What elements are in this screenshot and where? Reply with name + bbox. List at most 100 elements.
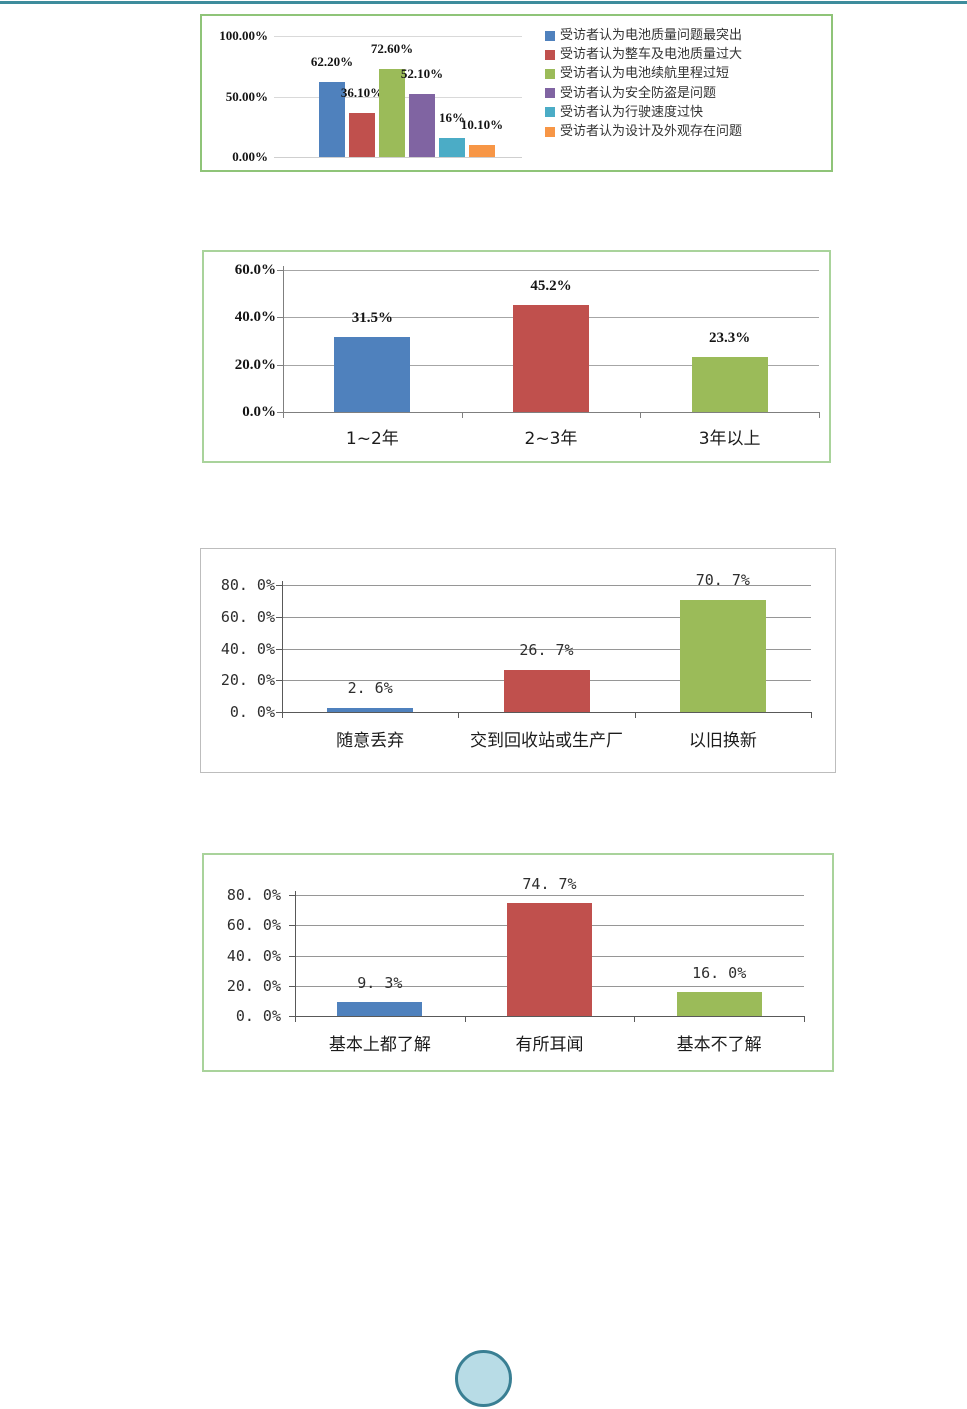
chart-battery-replacement-cycle: 0.0% 20.0% 40.0% 60.0% 31.5% 1~2年 45.2% 2~3年 23.…: [202, 250, 831, 463]
y-axis-tick-label: 0.0%: [242, 404, 276, 420]
bar: [319, 81, 345, 157]
legend-swatch: [545, 126, 555, 137]
bar: [337, 1001, 423, 1016]
x-axis-tick: [283, 412, 284, 418]
y-axis-tick: [289, 925, 295, 927]
bar: [503, 669, 590, 712]
legend-item: 受访者认为电池质量问题最突出: [545, 28, 742, 43]
y-axis-tick: [289, 1016, 295, 1017]
y-axis-tick-label: 40.0%: [234, 309, 276, 326]
x-axis-category-label: 2~3年: [524, 429, 578, 449]
y-axis-tick-label: 20. 0%: [220, 671, 275, 690]
x-axis-category-label: 以旧换新: [688, 731, 757, 751]
x-axis-tick: [464, 1016, 466, 1022]
y-axis-tick-label: 20. 0%: [226, 976, 281, 995]
bar-value-label: 10.10%: [460, 116, 504, 132]
bar-value-label: 52.10%: [400, 65, 444, 81]
y-axis-tick-label: 40. 0%: [226, 946, 281, 965]
x-axis-tick: [634, 712, 636, 718]
bar-value-label: 45.2%: [530, 278, 572, 295]
bar: [327, 707, 414, 712]
y-axis-tick: [277, 364, 283, 366]
legend-swatch: [545, 88, 555, 99]
chart-recycling-policy-awareness: 0. 0% 20. 0% 40. 0% 60. 0% 80. 0% 9. 3% 基本上都了解…: [202, 853, 834, 1072]
bar-value-label: 9. 3%: [357, 973, 403, 992]
x-axis-tick: [461, 412, 463, 418]
x-axis-line: [295, 1016, 804, 1017]
x-axis-tick: [811, 712, 812, 718]
y-axis-line: [283, 266, 284, 418]
gridline: [282, 616, 811, 618]
gridline: [283, 270, 819, 271]
legend-swatch: [545, 49, 555, 60]
bar-value-label: 74. 7%: [522, 875, 577, 894]
y-axis-tick-label: 100.00%: [219, 28, 268, 43]
page-number-bubble: [455, 1350, 512, 1407]
y-axis-tick: [276, 712, 282, 713]
y-axis-line: [282, 581, 283, 718]
legend-item: 受访者认为行驶速度过快: [545, 105, 703, 120]
y-axis-tick: [276, 616, 282, 618]
y-axis-tick: [289, 955, 295, 957]
bar: [676, 991, 762, 1016]
bar-value-label: 62.20%: [310, 53, 354, 69]
page-top-border: [0, 1, 967, 4]
legend-label: 受访者认为安全防盗是问题: [560, 85, 717, 101]
y-axis-tick-label: 0. 0%: [229, 703, 275, 721]
x-axis-tick: [804, 1016, 805, 1022]
bar-value-label: 36.10%: [340, 85, 384, 101]
legend-item: 受访者认为整车及电池质量过大: [545, 47, 742, 62]
legend-label: 受访者认为设计及外观存在问题: [560, 124, 743, 139]
gridline: [295, 895, 804, 896]
x-axis-line: [274, 157, 522, 158]
x-axis-tick: [634, 1016, 636, 1022]
legend-swatch: [545, 30, 555, 41]
bar-value-label: 72.60%: [370, 41, 414, 57]
x-axis-tick: [295, 1016, 296, 1022]
x-axis-tick: [282, 712, 283, 718]
x-axis-category-label: 交到回收站或生产厂: [470, 731, 623, 751]
x-axis-tick: [640, 412, 642, 418]
bar: [507, 903, 592, 1016]
bar: [334, 337, 411, 412]
y-axis-tick: [277, 317, 283, 319]
y-axis-tick-label: 50.00%: [225, 88, 268, 104]
y-axis-tick: [289, 895, 295, 896]
gridline: [282, 648, 811, 650]
bar-value-label: 70. 7%: [695, 570, 750, 589]
y-axis-tick-label: 0. 0%: [235, 1007, 281, 1025]
legend-item: 受访者认为安全防盗是问题: [545, 86, 716, 101]
x-axis-category-label: 有所耳闻: [515, 1035, 584, 1055]
y-axis-tick: [289, 985, 295, 987]
x-axis-category-label: 3年以上: [698, 429, 761, 449]
legend-swatch: [545, 107, 555, 118]
legend-label: 受访者认为整车及电池质量过大: [560, 47, 743, 63]
x-axis-line: [282, 712, 811, 713]
x-axis-line: [283, 412, 819, 413]
y-axis-tick-label: 80. 0%: [226, 886, 281, 904]
x-axis-category-label: 1~2年: [345, 429, 399, 449]
bar: [349, 113, 375, 157]
chart-ev-quality-issues: 0.00% 50.00% 100.00% 62.20% 36.10% 72.60% 52.1…: [200, 14, 833, 172]
y-axis-tick: [276, 585, 282, 586]
x-axis-category-label: 随意丢弃: [336, 731, 405, 751]
bar-value-label: 26. 7%: [519, 640, 574, 659]
bar: [691, 356, 768, 412]
x-axis-category-label: 基本上都了解: [328, 1035, 431, 1055]
bar: [409, 93, 435, 157]
y-axis-tick: [276, 680, 282, 682]
y-axis-tick-label: 60.0%: [234, 262, 276, 278]
bar: [439, 137, 465, 157]
bar: [469, 144, 495, 157]
bar-value-label: 16. 0%: [692, 963, 747, 982]
bar: [379, 69, 405, 157]
legend-label: 受访者认为行驶速度过快: [560, 104, 704, 120]
gridline: [282, 585, 811, 586]
y-axis-tick-label: 0.00%: [232, 149, 268, 164]
bar: [679, 599, 766, 712]
bar-value-label: 16%: [439, 109, 465, 125]
legend-item: 受访者认为设计及外观存在问题: [545, 124, 742, 139]
legend-label: 受访者认为电池质量问题最突出: [560, 28, 743, 43]
x-axis-tick: [458, 712, 460, 718]
gridline: [274, 36, 522, 37]
